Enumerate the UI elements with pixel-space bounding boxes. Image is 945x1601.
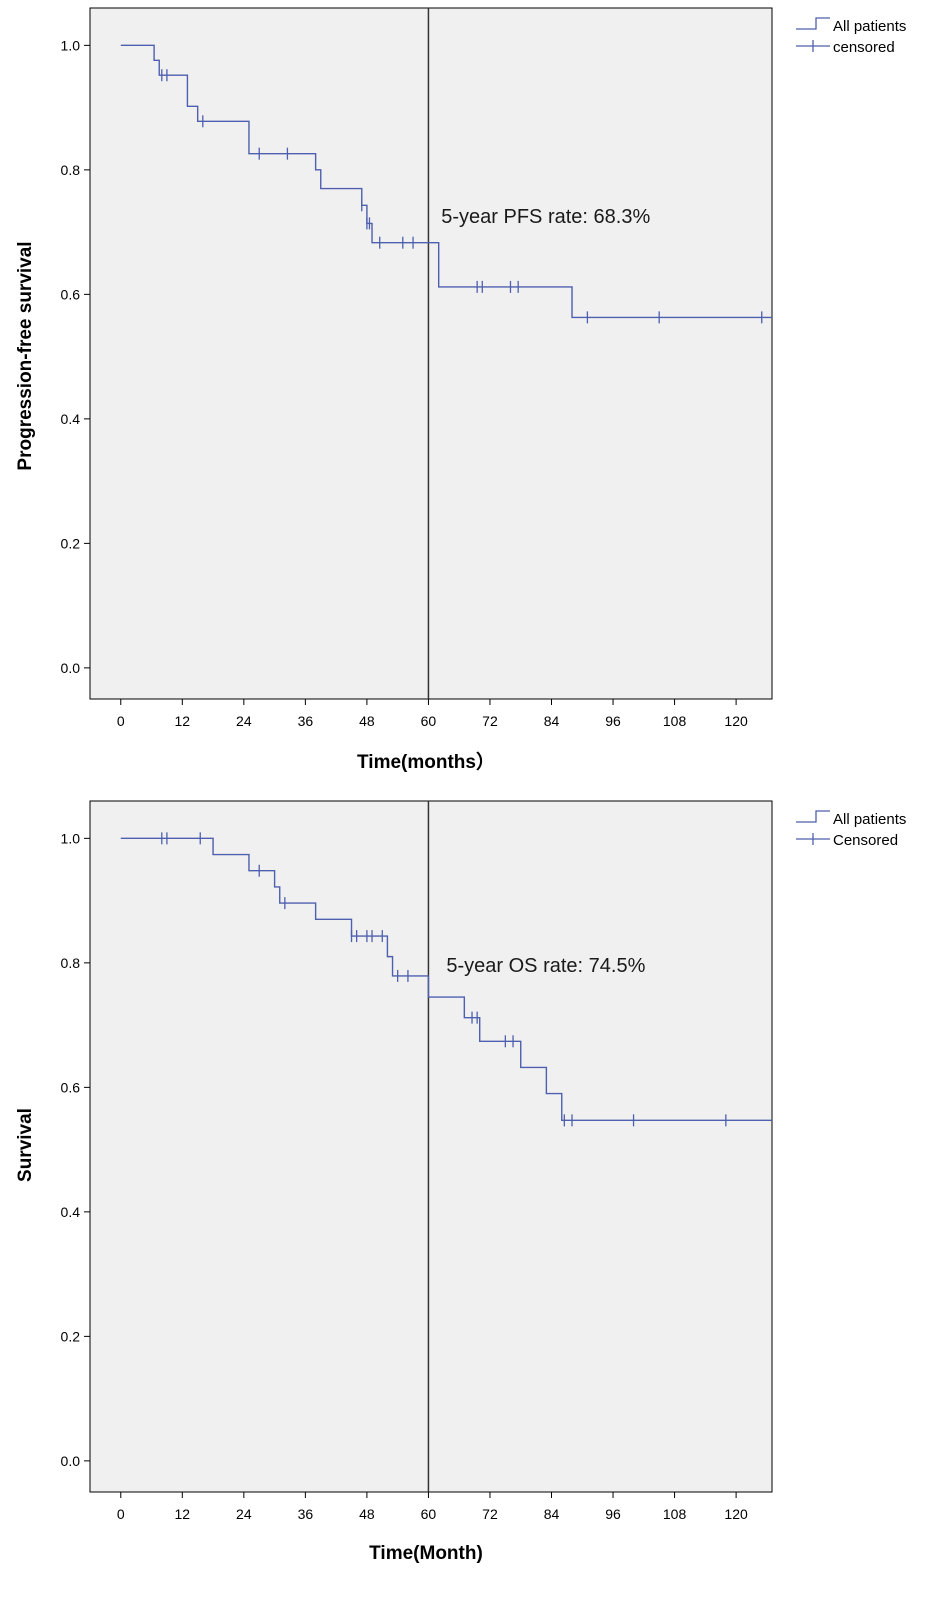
- os-x-tick-label: 12: [175, 1506, 191, 1522]
- os-y-tick-label: 0.6: [61, 1079, 81, 1095]
- pfs-x-tick-label: 48: [359, 713, 375, 729]
- pfs-y-tick-label: 1.0: [61, 37, 81, 53]
- pfs-x-tick-label: 84: [544, 713, 560, 729]
- pfs-y-tick-label: 0.0: [61, 660, 81, 676]
- pfs-survival-curve: [120, 44, 772, 319]
- os-x-tick-label: 36: [298, 1506, 314, 1522]
- os-x-tick-label: 72: [482, 1506, 498, 1522]
- os-x-axis-ticks: 0 12 24 36 48 60 72 84 96 108 120: [117, 1492, 748, 1522]
- pfs-legend-censor-label: censored: [833, 39, 895, 56]
- pfs-y-tick-label: 0.6: [61, 286, 81, 302]
- pfs-x-tick-label: 36: [298, 713, 314, 729]
- pfs-x-tick-label: 12: [175, 713, 191, 729]
- os-y-tick-label: 0.4: [61, 1204, 81, 1220]
- pfs-legend-line-swatch: [796, 17, 830, 30]
- pfs-annotation-5yr-rate: 5-year PFS rate: 68.3%: [441, 206, 650, 228]
- pfs-x-axis-label: Time(months）: [357, 750, 495, 773]
- os-survival-curve: [120, 837, 772, 1122]
- pfs-y-tick-label: 0.2: [61, 535, 81, 551]
- os-legend-censor-label: Censored: [833, 832, 898, 849]
- pfs-y-axis-ticks: 0.0 0.2 0.4 0.6 0.8 1.0: [61, 37, 90, 676]
- pfs-x-axis-ticks: 0 12 24 36 48 60 72 84 96 108 120: [117, 699, 748, 729]
- os-y-tick-label: 0.2: [61, 1328, 81, 1344]
- os-x-tick-label: 0: [117, 1506, 125, 1522]
- os-legend-line-swatch: [796, 810, 830, 823]
- pfs-x-tick-label: 108: [663, 713, 687, 729]
- os-x-tick-label: 60: [421, 1506, 437, 1522]
- os-censor-marks: [161, 832, 727, 1127]
- pfs-legend-line-label: All patients: [833, 18, 906, 35]
- pfs-x-tick-label: 72: [482, 713, 498, 729]
- os-y-axis-ticks: 0.0 0.2 0.4 0.6 0.8 1.0: [61, 830, 90, 1469]
- os-x-tick-label: 84: [544, 1506, 560, 1522]
- pfs-x-tick-label: 24: [236, 713, 252, 729]
- pfs-y-tick-label: 0.8: [61, 162, 81, 178]
- os-legend: All patients Censored: [796, 810, 906, 849]
- pfs-y-axis-label: Progression-free survival: [15, 241, 36, 470]
- os-legend-line-label: All patients: [833, 811, 906, 828]
- pfs-legend: All patients censored: [796, 17, 906, 56]
- os-annotation-5yr-rate: 5-year OS rate: 74.5%: [446, 955, 645, 977]
- os-x-tick-label: 120: [724, 1506, 748, 1522]
- os-plot-area: [89, 800, 773, 1493]
- os-y-tick-label: 1.0: [61, 830, 81, 846]
- pfs-x-tick-label: 0: [117, 713, 125, 729]
- pfs-censor-marks: [161, 69, 763, 324]
- pfs-y-tick-label: 0.4: [61, 411, 81, 427]
- pfs-x-tick-label: 120: [724, 713, 748, 729]
- os-y-tick-label: 0.0: [61, 1453, 81, 1469]
- os-y-tick-label: 0.8: [61, 955, 81, 971]
- os-x-tick-label: 24: [236, 1506, 252, 1522]
- os-chart: 0.0 0.2 0.4 0.6 0.8 1.0 0 12 24 36 48 60 72 84 96 108 1…: [15, 800, 906, 1564]
- pfs-plot-area: [89, 7, 773, 700]
- os-x-tick-label: 48: [359, 1506, 375, 1522]
- pfs-x-tick-label: 60: [421, 713, 437, 729]
- os-y-axis-label: Survival: [15, 1108, 36, 1182]
- pfs-x-tick-label: 96: [605, 713, 621, 729]
- os-x-axis-label: Time(Month): [369, 1543, 483, 1564]
- os-x-tick-label: 108: [663, 1506, 687, 1522]
- os-x-tick-label: 96: [605, 1506, 621, 1522]
- pfs-chart: 0.0 0.2 0.4 0.6 0.8 1.0 0 12 24 36 48 60 72 84 96 108 1…: [15, 7, 906, 773]
